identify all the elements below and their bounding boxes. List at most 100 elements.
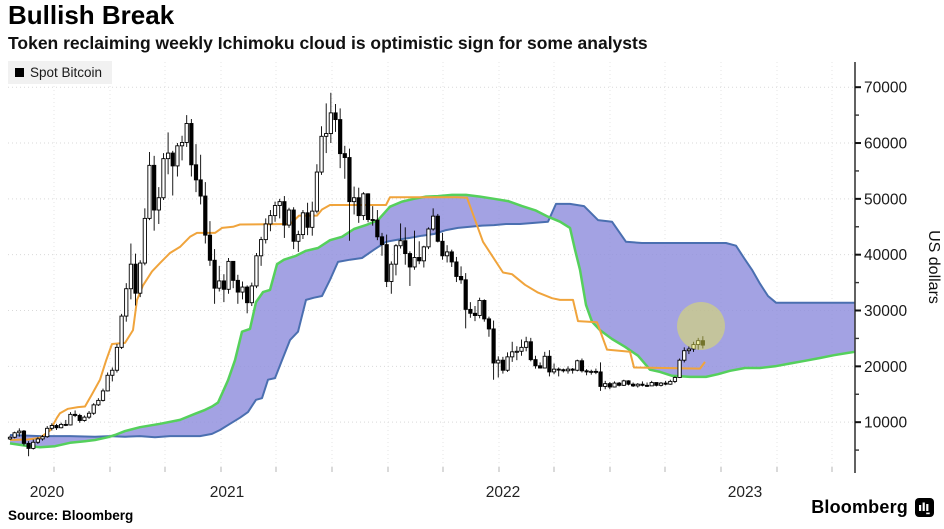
x-axis-year-label: 2020	[30, 484, 65, 501]
candle-body	[72, 413, 78, 416]
candle-body	[272, 205, 278, 217]
candle-body	[263, 223, 268, 241]
candle-body	[458, 276, 464, 281]
y-axis-tick-label: 40000	[864, 247, 907, 264]
candle-body	[417, 257, 422, 262]
candle-body	[296, 234, 301, 242]
candle-body	[617, 382, 622, 386]
candle-body	[658, 382, 664, 386]
source-credit: Source: Bloomberg	[8, 508, 134, 523]
y-axis-tick-label: 70000	[864, 80, 907, 97]
candle-body	[221, 280, 226, 290]
candle-body	[82, 416, 87, 421]
candle-body	[500, 359, 505, 371]
candle-body	[663, 382, 668, 385]
candle-body	[100, 390, 106, 401]
candle-body	[7, 436, 13, 440]
candle-body	[63, 423, 68, 426]
candle-body	[505, 356, 510, 371]
candle-body	[54, 425, 59, 429]
candle-body	[324, 133, 329, 137]
candle-body	[226, 260, 231, 290]
candle-body	[510, 351, 515, 358]
candle-body	[212, 259, 217, 289]
page-title: Bullish Break	[8, 0, 175, 30]
candle-body	[379, 236, 385, 246]
candle-body	[26, 442, 31, 449]
candle-body	[496, 359, 501, 364]
candle-body	[217, 280, 222, 289]
candle-body	[603, 383, 608, 387]
chart-legend: Spot Bitcoin	[8, 61, 113, 84]
candle-body	[184, 123, 189, 143]
candle-body	[607, 383, 612, 388]
candle-body	[421, 246, 426, 262]
candle-body	[491, 328, 496, 364]
y-axis-title: US dollars	[925, 230, 942, 304]
candle-body	[547, 355, 552, 373]
candle-body	[682, 350, 687, 361]
candle-body	[193, 164, 199, 181]
bloomberg-wordmark: Bloomberg	[811, 497, 908, 517]
candle-body	[179, 142, 185, 147]
candle-body	[86, 412, 92, 418]
candle-body	[403, 240, 408, 255]
candle-body	[524, 341, 529, 348]
candle-body	[240, 286, 245, 293]
candle-body	[342, 153, 347, 158]
legend-label: Spot Bitcoin	[30, 65, 103, 80]
candle-body	[59, 423, 64, 429]
candle-body	[686, 348, 691, 352]
candle-body	[203, 195, 208, 236]
y-axis-tick-label: 30000	[864, 303, 907, 320]
candle-body	[635, 383, 640, 387]
candle-body	[207, 234, 213, 261]
candle-body	[579, 360, 585, 372]
x-axis-year-label: 2023	[728, 484, 762, 501]
candle-body	[519, 346, 524, 352]
candle-body	[235, 279, 240, 293]
candle-body	[352, 197, 357, 203]
candle-body	[259, 239, 264, 257]
candle-body	[77, 415, 82, 421]
candle-body	[147, 164, 152, 219]
candle-body	[314, 171, 319, 212]
candle-body	[17, 430, 22, 434]
candle-body	[96, 399, 101, 406]
breakout-highlight-circle	[677, 302, 725, 350]
candle-body	[654, 382, 659, 386]
legend-swatch-icon	[15, 68, 24, 77]
candle-body	[347, 157, 352, 203]
candle-body	[412, 257, 417, 268]
candle-body	[21, 430, 27, 444]
candle-body	[175, 145, 180, 167]
candle-body	[561, 369, 566, 372]
candle-body	[189, 123, 194, 166]
candle-body	[584, 370, 589, 373]
chart-subtitle: Token reclaiming weekly Ichimoku cloud i…	[8, 33, 648, 53]
bloomberg-logo-icon	[915, 498, 934, 517]
candle-body	[649, 382, 654, 387]
candle-body	[472, 312, 478, 316]
candle-body	[570, 368, 575, 371]
y-axis-tick-label: 60000	[864, 136, 907, 153]
senkou-span-a-line	[9, 193, 856, 449]
candle-body	[138, 262, 143, 294]
candle-body	[389, 263, 394, 282]
candle-body	[268, 215, 273, 225]
candle-body	[486, 318, 492, 330]
candle-body	[626, 380, 631, 385]
y-axis-tick-label: 50000	[864, 191, 907, 208]
candle-body	[621, 380, 626, 386]
candle-body	[538, 365, 543, 369]
candle-body	[384, 244, 389, 282]
candle-body	[231, 260, 236, 281]
candle-body	[333, 112, 338, 121]
candle-body	[45, 427, 50, 438]
candle-body	[142, 217, 147, 264]
candle-body	[152, 164, 157, 211]
candle-body	[398, 240, 403, 247]
candle-body	[105, 374, 110, 392]
